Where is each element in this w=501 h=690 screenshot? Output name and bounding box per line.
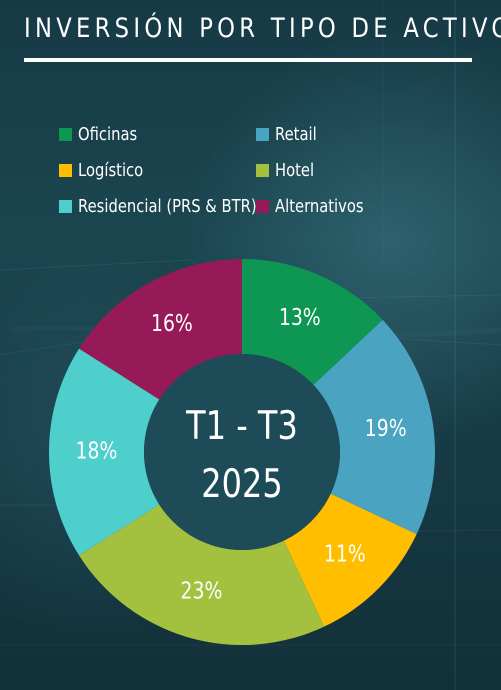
legend-item-logistico: Logístico — [59, 158, 256, 183]
legend-item-retail: Retail — [256, 122, 406, 147]
legend: Oficinas Retail Logístico Hotel Residenc… — [59, 122, 419, 219]
donut-slice-oficinas — [242, 259, 383, 385]
legend-label-alternativos: Alternativos — [275, 195, 364, 217]
legend-label-logistico: Logístico — [78, 159, 144, 181]
legend-swatch-residencial — [59, 200, 72, 213]
title-underline — [24, 58, 472, 62]
donut-slice-alternativos — [79, 259, 242, 400]
donut-slice-residencial-prs-btr — [48, 348, 160, 556]
donut-slices — [48, 259, 436, 646]
donut-slice-hotel — [79, 504, 325, 646]
legend-swatch-retail — [256, 128, 269, 141]
legend-swatch-oficinas — [59, 128, 72, 141]
slice-label-log-stico: 11% — [324, 540, 366, 567]
donut-slice-retail — [313, 319, 436, 535]
legend-label-residencial: Residencial (PRS & BTR) — [78, 195, 257, 217]
slice-label-oficinas: 13% — [279, 303, 321, 330]
legend-swatch-alternativos — [256, 200, 269, 213]
donut-slice-log-stico — [283, 493, 417, 627]
donut-center-hole — [144, 354, 340, 550]
legend-label-oficinas: Oficinas — [78, 123, 138, 145]
slice-label-alternativos: 16% — [151, 309, 193, 336]
percentage-labels: 13% 19% 11% 23% 18% 16% — [76, 303, 407, 604]
legend-item-residencial: Residencial (PRS & BTR) — [59, 194, 257, 219]
legend-item-hotel: Hotel — [256, 158, 406, 183]
center-label-year: 2025 — [201, 462, 282, 507]
legend-swatch-logistico — [59, 164, 72, 177]
legend-swatch-hotel — [256, 164, 269, 177]
legend-label-retail: Retail — [275, 123, 317, 145]
legend-item-alternativos: Alternativos — [256, 194, 406, 219]
slice-label-retail: 19% — [365, 414, 407, 441]
slice-label-residencial-prs-btr: 18% — [76, 437, 118, 464]
legend-label-hotel: Hotel — [275, 159, 315, 181]
legend-item-oficinas: Oficinas — [59, 122, 256, 147]
slice-label-hotel: 23% — [180, 576, 222, 603]
center-label-period: T1 - T3 — [185, 404, 298, 449]
chart-title: INVERSIÓN POR TIPO DE ACTIVO — [24, 13, 501, 44]
